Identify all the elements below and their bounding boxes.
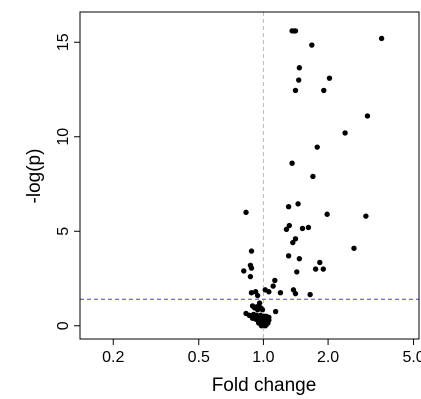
x-tick-label: 0.5 <box>188 349 210 366</box>
data-point <box>292 236 299 242</box>
data-point <box>272 308 279 315</box>
data-point <box>326 75 333 81</box>
data-point <box>272 277 278 284</box>
y-axis: 0 5 10 15 <box>55 33 80 330</box>
data-point <box>364 113 371 119</box>
data-point <box>321 87 327 94</box>
data-point <box>286 222 293 229</box>
y-tick-label: 0 <box>55 321 72 330</box>
data-point <box>314 144 320 150</box>
data-point <box>290 239 296 246</box>
data-point <box>247 273 254 280</box>
data-point <box>248 289 255 296</box>
x-axis-title: Fold change <box>212 375 317 396</box>
data-point <box>299 225 306 232</box>
data-point <box>248 265 255 271</box>
data-point <box>285 253 292 259</box>
data-point <box>294 269 300 275</box>
data-point <box>378 35 385 42</box>
data-point <box>342 130 348 136</box>
data-point <box>241 268 247 274</box>
data-point <box>309 42 315 48</box>
data-points <box>241 28 385 329</box>
data-point <box>285 203 292 210</box>
data-point <box>283 226 290 233</box>
data-point <box>289 160 295 166</box>
data-point <box>295 201 301 207</box>
data-point <box>310 173 316 180</box>
data-point <box>296 65 303 71</box>
data-point <box>320 266 326 272</box>
data-point <box>266 289 272 295</box>
y-tick-label: 5 <box>55 227 72 236</box>
data-point <box>351 245 357 251</box>
data-point <box>270 283 276 289</box>
data-point <box>296 255 303 262</box>
y-axis-title: -log(p) <box>24 149 45 204</box>
x-tick-label: 1.0 <box>252 349 274 366</box>
data-point <box>305 224 312 231</box>
data-point <box>254 292 261 299</box>
y-tick-label: 10 <box>55 128 72 146</box>
data-point <box>256 300 263 306</box>
reference-lines <box>80 12 419 339</box>
plot-frame <box>79 11 420 340</box>
data-point <box>317 259 323 266</box>
data-point <box>292 87 299 94</box>
data-point <box>312 266 319 272</box>
data-point <box>292 28 299 34</box>
x-tick-label: 0.2 <box>102 349 124 366</box>
data-point <box>277 289 284 296</box>
x-tick-label: 2.0 <box>317 349 339 366</box>
data-point <box>243 209 249 216</box>
data-point <box>324 211 330 217</box>
y-tick-label: 15 <box>55 33 72 51</box>
data-point <box>259 307 266 313</box>
x-tick-label: 5.0 <box>402 349 421 366</box>
x-axis: 0.2 0.5 1.0 2.0 5.0 <box>102 339 421 366</box>
data-point <box>290 287 297 293</box>
data-point <box>307 291 313 298</box>
data-point <box>248 248 255 254</box>
data-point <box>262 323 268 329</box>
data-point <box>258 323 265 329</box>
data-point <box>363 213 369 219</box>
data-point <box>296 77 302 83</box>
